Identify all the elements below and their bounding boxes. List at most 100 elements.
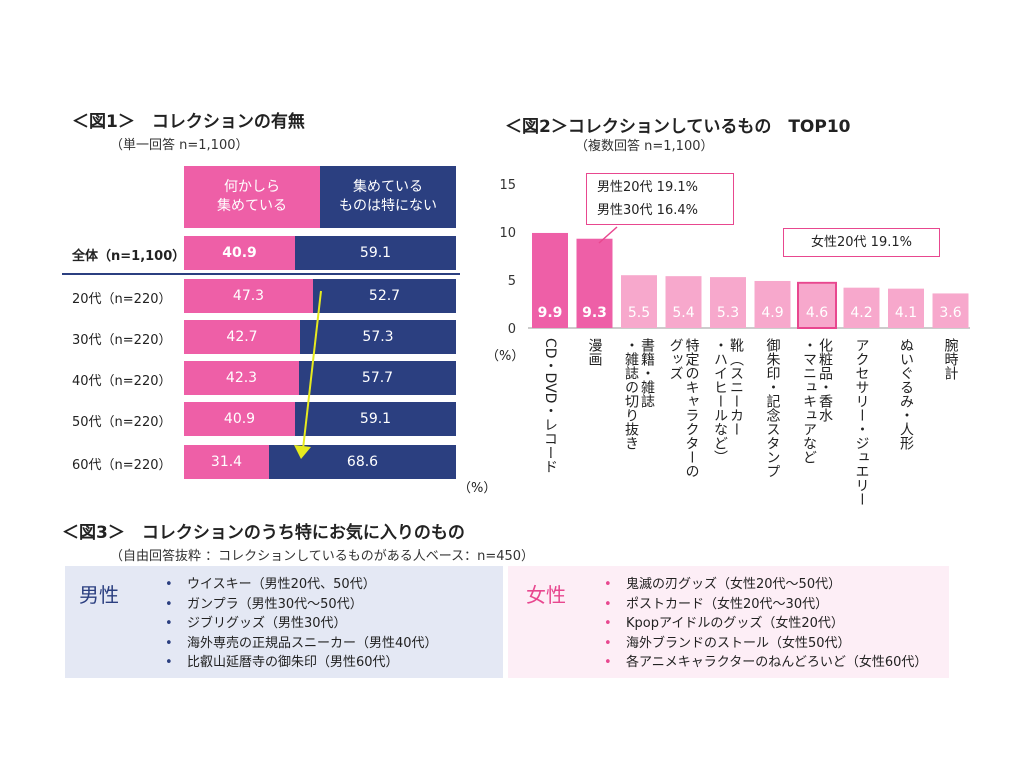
fig3-list-item-text: 各アニメキャラクターのねんどろいど（女性60代） [626,655,928,670]
bullet-icon: • [604,655,612,670]
fig2-value-label: 5.5 [628,305,650,321]
fig2-callout-female: 女性20代 19.1% [783,228,940,257]
fig3-list-item-text: ジブリグッズ（男性30代） [187,616,347,631]
fig2-category-label: CD・DVD・レコード [542,338,558,473]
fig2-bar [843,287,880,328]
bullet-icon: • [165,616,173,631]
fig1-row-label: 20代（n=220） [72,292,172,307]
fig1-title: ＜図1＞ コレクションの有無 [72,112,305,132]
fig2-bar [932,293,969,328]
fig2-value-label: 4.9 [761,305,783,321]
fig2-callout-male-pointer [598,226,618,244]
fig1-unit: （%） [458,481,497,496]
fig1-header-collecting: 何かしら 集めている [184,166,320,228]
fig2-category-label: ぬいぐるみ・人形 [898,338,914,450]
bullet-icon: • [604,635,612,651]
fig3-list-item-text: ガンプラ（男性30代〜50代） [187,596,363,612]
fig1-row-label: 全体（n=1,100） [72,249,186,264]
bullet-icon: • [604,596,612,612]
fig2-ytick-label: 10 [499,226,516,241]
fig3-subtitle: （自由回答抜粋 ：コレクションしているものがある人ベース：n=450） [110,549,535,564]
fig1-bar-collecting: 40.9 [184,402,295,436]
fig2-value-label: 3.6 [939,305,961,321]
fig3-list-item: • 比叡山延暦寺の御朱印（男性60代） [165,653,438,673]
fig2-category-label: アクセサリー・ジュエリー [854,338,870,506]
fig2-category-label: 靴（スニーカー [728,338,744,436]
fig3-list-item: • ウイスキー（男性20代、50代） [165,575,438,595]
fig2-value-label: 4.2 [850,305,872,321]
fig2-category-label: ・ハイヒールなど） [712,338,728,464]
fig1-bar-collecting: 42.7 [184,320,300,354]
fig3-list-item: • ジブリグッズ（男性30代） [165,614,438,634]
fig2-category-label: 漫画 [587,338,603,366]
fig1-bar-collecting: 47.3 [184,279,313,313]
fig2-category-label: 特定のキャラクターの [684,338,700,478]
fig3-list-item: • 各アニメキャラクターのねんどろいど（女性60代） [604,653,927,673]
fig3-male-list: • ウイスキー（男性20代、50代） • ガンプラ（男性30代〜50代） • ジブリグッズ… [165,575,438,673]
fig1-bar-not-collecting: 52.7 [313,279,456,313]
fig2-bar [532,232,568,328]
fig3-male-label: 男性 [79,583,119,607]
fig3-title: ＜図3＞ コレクションのうち特にお気に入りのもの [62,523,465,543]
fig1-bar-not-collecting: 57.3 [300,320,456,354]
fig3-list-item-text: ポストカード（女性20代〜30代） [626,596,829,612]
fig2-bar [754,280,791,328]
fig2-value-label: 9.3 [582,305,607,321]
fig3-list-item: • 海外ブランドのストール（女性50代） [604,634,927,654]
fig1-row-label: 30代（n=220） [72,333,172,348]
fig2-bar [621,275,657,328]
fig3-female-list: • 鬼滅の刃グッズ（女性20代〜50代） • ポストカード（女性20代〜30代） • Kp… [604,575,927,673]
fig3-list-item: • ガンプラ（男性30代〜50代） [165,595,438,615]
bullet-icon: • [604,577,612,592]
fig3-list-item: • 海外専売の正規品スニーカー（男性40代） [165,634,438,654]
fig2-ytick-label: 5 [508,274,516,289]
fig2-value-label: 9.9 [538,305,563,321]
fig1-subtitle: （単一回答 n=1,100） [110,138,249,153]
fig2-value-label: 5.3 [717,305,739,321]
bullet-icon: • [604,616,612,631]
fig2-category-label: 化粧品・香水 [817,338,833,422]
fig1-header-not-collecting: 集めている ものは特にない [320,166,456,228]
fig1-row-label: 40代（n=220） [72,374,172,389]
fig3-list-item-text: ウイスキー（男性20代、50代） [187,577,376,592]
fig2-callout-male-line2: 男性30代 16.4% [597,203,698,218]
fig2-bar [665,276,702,328]
fig1-trend-arrow [294,290,322,459]
bullet-icon: • [165,596,173,612]
fig3-list-item-text: Kpopアイドルのグッズ（女性20代） [626,616,844,631]
fig2-category-label: 腕時計 [943,338,959,380]
fig2-category-label: 書籍・雑誌 [639,338,655,408]
fig2-ytick-label: 15 [499,178,516,193]
fig3-list-item: • Kpopアイドルのグッズ（女性20代） [604,614,927,634]
fig1-bar-not-collecting: 57.7 [299,361,456,395]
fig2-callout-male: 男性20代 19.1% 男性30代 16.4% [586,173,734,225]
fig1-row-label: 50代（n=220） [72,415,172,430]
fig2-subtitle: （複数回答 n=1,100） [575,139,714,154]
fig2-category-label: ・雑誌の切り抜き [623,338,639,450]
fig2-callout-male-line1: 男性20代 19.1% [597,180,698,195]
bullet-icon: • [165,577,173,592]
fig2-ytick-label: 0 [508,322,516,337]
fig2-bar [576,238,613,328]
fig2-bar [888,288,924,328]
fig2-value-label: 4.1 [895,305,917,321]
fig2-callout-female-line1: 女性20代 19.1% [811,235,912,250]
fig2-category-label: グッズ [668,338,684,380]
fig2-category-label: ・マニュキュアなど [801,338,817,464]
fig1-bar-not-collecting: 59.1 [295,402,456,436]
fig3-male-box: 男性 • ウイスキー（男性20代、50代） • ガンプラ（男性30代〜50代） • ジブリ… [65,566,503,678]
fig1-bar-collecting: 31.4 [184,445,269,479]
fig3-female-label: 女性 [526,583,566,607]
fig2-title: ＜図2＞コレクションしているもの TOP10 [505,117,851,137]
fig3-list-item: • 鬼滅の刃グッズ（女性20代〜50代） [604,575,927,595]
fig2-category-label: 御朱印・記念スタンプ [765,338,781,478]
bullet-icon: • [165,655,173,670]
fig1-row-label: 60代（n=220） [72,458,172,473]
fig1-bar-not-collecting: 59.1 [295,236,456,270]
fig2-bar-chart: 0 5 10 15 9.9 CD・DVD・レコード 9.3 漫画 5.5 書籍・雑誌・雑誌の切り抜… [499,178,970,506]
fig1-total-divider [62,273,460,275]
fig2-bar [799,283,835,328]
fig3-list-item: • ポストカード（女性20代〜30代） [604,595,927,615]
bullet-icon: • [165,635,173,651]
fig3-list-item-text: 海外ブランドのストール（女性50代） [626,635,851,651]
